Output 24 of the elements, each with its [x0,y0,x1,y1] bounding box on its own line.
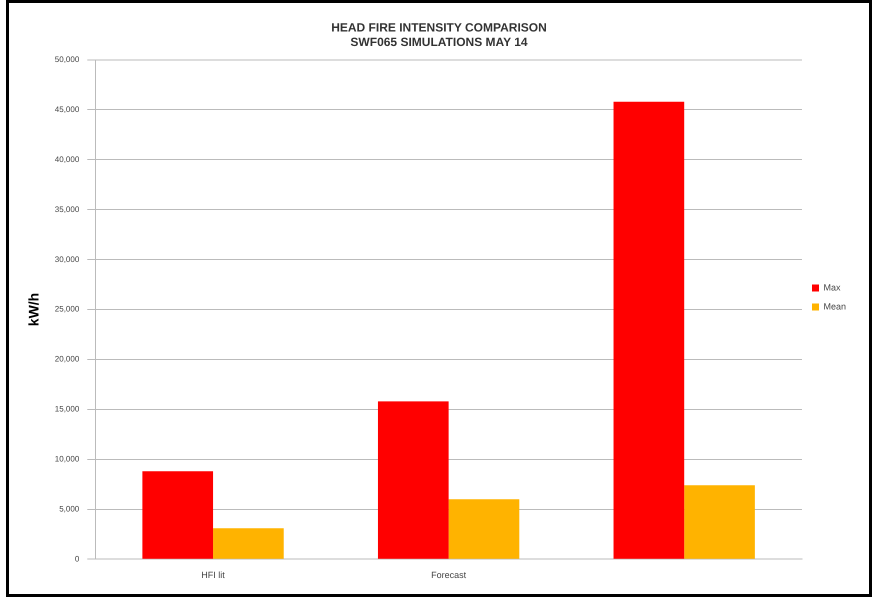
x-tick-label: HFI lit [201,570,226,580]
y-tick-label: 30,000 [54,254,80,264]
y-tick-label: 15,000 [54,404,80,414]
bar [378,401,449,559]
y-axis-title: kW/h [25,292,42,326]
bar [448,499,520,559]
legend-label: Max [823,282,841,292]
y-tick-label: 45,000 [54,104,80,114]
y-tick-label: 10,000 [54,454,80,464]
legend-label: Mean [823,301,846,312]
y-tick-label: 50,000 [54,55,80,64]
bar [142,471,214,559]
bar [213,528,284,559]
y-tick-label: 35,000 [54,204,80,214]
y-tick-label: 0 [74,554,80,564]
x-tick-label: Forecast [431,570,467,580]
y-tick-label: 25,000 [54,304,80,314]
y-tick-label: 5,000 [59,504,80,514]
text: HEAD FIRE INTENSITY COMPARISON [331,20,547,35]
y-tick-label: 40,000 [54,154,80,164]
text: SWF065 SIMULATIONS MAY 14 [350,34,528,49]
bar [684,485,755,559]
bar [614,102,684,559]
y-tick-label: 20,000 [54,354,80,364]
